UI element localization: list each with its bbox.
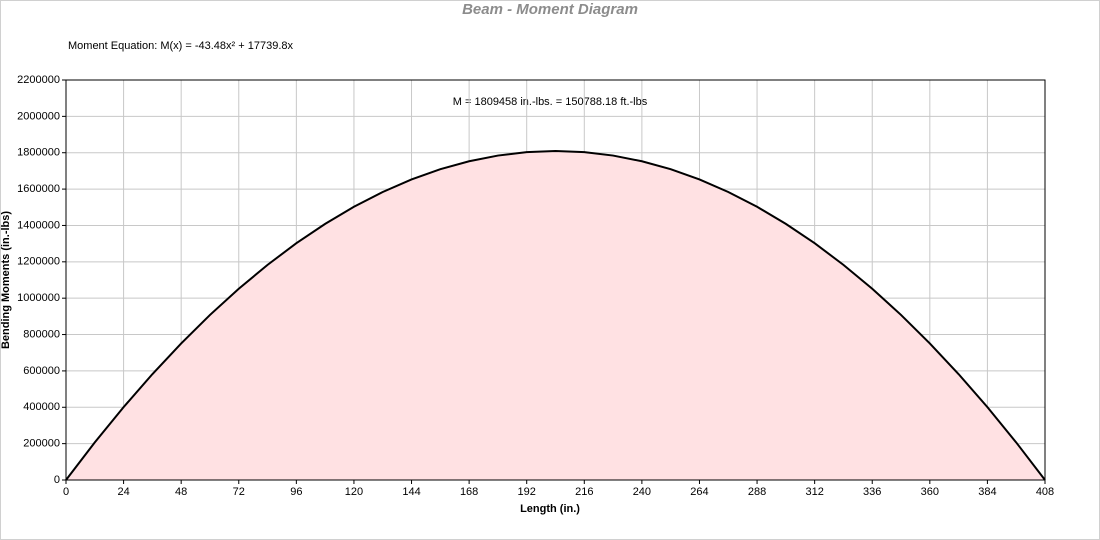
x-tick-label: 336 xyxy=(863,486,881,498)
x-tick-label: 408 xyxy=(1036,486,1054,498)
annotation: M = 1809458 in.-lbs. = 150788.18 ft.-lbs xyxy=(453,96,648,108)
x-tick-label: 216 xyxy=(575,486,593,498)
y-tick-label: 600000 xyxy=(23,365,60,377)
moment-line xyxy=(65,150,1046,481)
y-tick-label: 1200000 xyxy=(17,256,60,268)
y-tick-label: 1800000 xyxy=(17,147,60,159)
x-tick-label: 384 xyxy=(978,486,996,498)
y-tick-label: 0 xyxy=(54,474,60,486)
x-tick-label: 264 xyxy=(690,486,708,498)
x-tick-label: 192 xyxy=(518,486,536,498)
x-tick-label: 144 xyxy=(402,486,420,498)
y-tick-label: 2200000 xyxy=(17,74,60,86)
x-tick-label: 120 xyxy=(345,486,363,498)
x-axis-title: Length (in.) xyxy=(520,503,580,515)
x-tick-label: 96 xyxy=(290,486,302,498)
x-tick-label: 312 xyxy=(805,486,823,498)
chart-title: Beam - Moment Diagram xyxy=(462,1,638,18)
y-tick-label: 1000000 xyxy=(17,292,60,304)
y-tick-label: 200000 xyxy=(23,438,60,450)
y-tick-label: 400000 xyxy=(23,401,60,413)
x-tick-label: 360 xyxy=(921,486,939,498)
x-tick-label: 240 xyxy=(633,486,651,498)
plot-area xyxy=(65,79,1046,481)
plot-border xyxy=(65,79,1046,481)
area-fill xyxy=(66,151,1045,480)
x-tick-label: 24 xyxy=(117,486,129,498)
x-tick-label: 0 xyxy=(63,486,69,498)
tick-labels: 0 200000 400000 600000 800000 1000000 1200000 1… xyxy=(17,74,1054,498)
x-tick-label: 288 xyxy=(748,486,766,498)
equation: Moment Equation: M(x) = -43.48x² + 17739… xyxy=(68,40,294,52)
y-tick-label: 800000 xyxy=(23,328,60,340)
y-tick-label: 1400000 xyxy=(17,219,60,231)
x-tick-label: 48 xyxy=(175,486,187,498)
y-tick-label: 1600000 xyxy=(17,183,60,195)
y-tick-label: 2000000 xyxy=(17,110,60,122)
x-tick-label: 168 xyxy=(460,486,478,498)
x-tick-label: 72 xyxy=(233,486,245,498)
y-axis-title: Bending Moments (in.-lbs) xyxy=(0,211,12,349)
